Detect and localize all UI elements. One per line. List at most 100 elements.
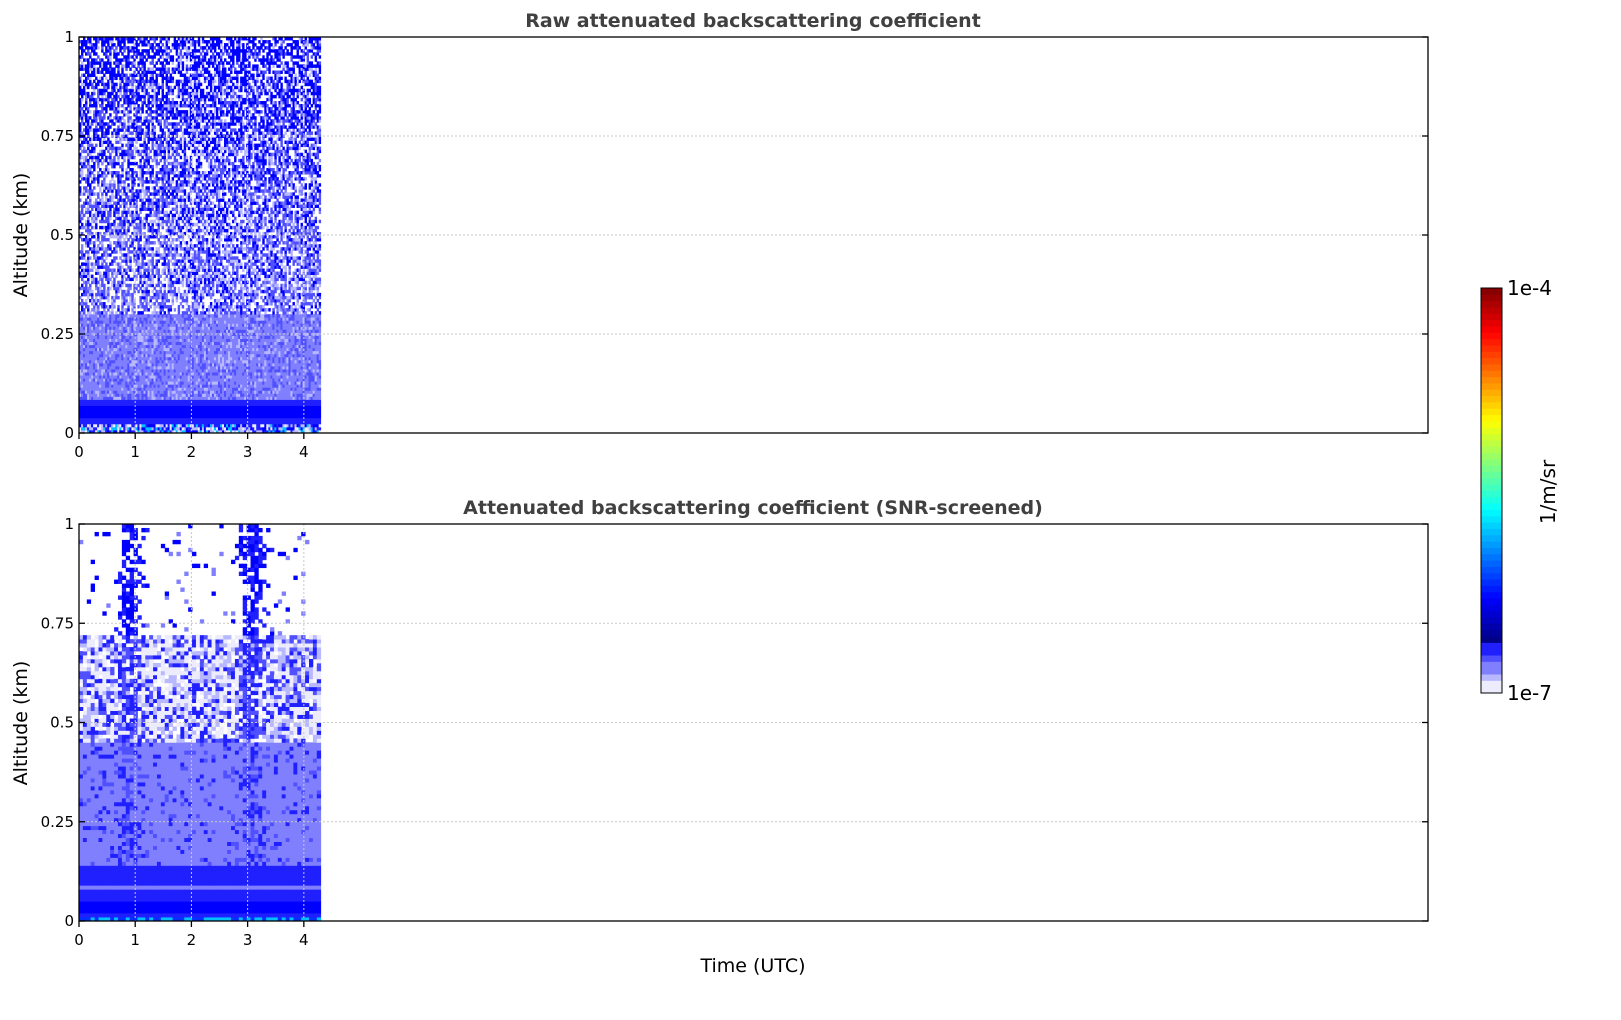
heatmap-cell [133, 338, 136, 343]
heatmap-cell [81, 341, 84, 346]
heatmap-cell [127, 161, 130, 166]
heatmap-cell [123, 113, 126, 117]
heatmap-cell [129, 268, 132, 272]
heatmap-cell [95, 320, 98, 324]
heatmap-cell [141, 375, 144, 379]
heatmap-cell [87, 259, 90, 263]
heatmap-cell [159, 314, 162, 318]
heatmap-cell [135, 228, 138, 233]
heatmap-cell [111, 320, 114, 324]
heatmap-cell [147, 137, 150, 141]
heatmap-cell [89, 241, 92, 245]
heatmap-cell [147, 314, 150, 318]
heatmap-cell [139, 268, 142, 272]
heatmap-cell [143, 393, 146, 397]
heatmap-cell [127, 369, 130, 373]
heatmap-cell [139, 329, 142, 333]
heatmap-cell [119, 314, 122, 318]
heatmap-cell [137, 359, 140, 364]
heatmap-cell [157, 344, 160, 349]
heatmap-cell [87, 423, 90, 428]
heatmap-cell [131, 375, 134, 379]
heatmap-cell [159, 216, 162, 221]
heatmap-cell [97, 70, 100, 74]
heatmap-cell [93, 146, 96, 151]
heatmap-cell [91, 171, 94, 175]
heatmap-cell [83, 164, 86, 169]
heatmap-cell [87, 177, 90, 181]
heatmap-cell [151, 323, 154, 327]
heatmap-cell [91, 85, 94, 90]
heatmap-cell [159, 365, 162, 370]
heatmap-cell [87, 128, 90, 132]
heatmap-cell [145, 244, 148, 248]
heatmap-cell [105, 344, 108, 349]
heatmap-cell [151, 387, 154, 391]
heatmap-cell [131, 189, 134, 193]
heatmap-cell [131, 384, 134, 388]
heatmap-cell [133, 128, 136, 132]
heatmap-cell [131, 350, 134, 355]
heatmap-cell [111, 100, 114, 105]
heatmap-cell [161, 91, 164, 96]
heatmap-cell [169, 137, 173, 141]
heatmap-cell [155, 79, 158, 84]
heatmap-cell [151, 414, 154, 419]
heatmap-cell [125, 317, 128, 321]
heatmap-cell [121, 241, 124, 245]
heatmap-cell [157, 253, 160, 257]
heatmap-cell [97, 256, 100, 260]
heatmap-cell [179, 253, 183, 257]
heatmap-cell [171, 241, 175, 245]
heatmap-cell [103, 289, 106, 294]
heatmap-cell [79, 326, 82, 330]
heatmap-cell [127, 183, 130, 187]
heatmap-cell [141, 177, 144, 181]
heatmap-cell [157, 201, 160, 205]
heatmap-cell [137, 183, 140, 187]
heatmap-cell [117, 37, 120, 41]
heatmap-cell [147, 423, 150, 428]
heatmap-cell [127, 104, 130, 108]
heatmap-cell [101, 216, 104, 221]
heatmap-cell [83, 149, 86, 154]
heatmap-cell [139, 231, 142, 236]
heatmap-cell [85, 116, 88, 120]
heatmap-cell [89, 238, 92, 242]
heatmap-cell [87, 158, 90, 163]
heatmap-cell [81, 329, 84, 333]
heatmap-cell [147, 100, 150, 105]
heatmap-cell [85, 158, 88, 163]
heatmap-cell [111, 91, 114, 96]
heatmap-cell [133, 49, 136, 53]
heatmap-cell [143, 356, 146, 361]
heatmap-cell [81, 405, 84, 410]
heatmap-cell [143, 280, 146, 285]
heatmap-cell [91, 426, 94, 431]
heatmap-cell [115, 393, 118, 397]
heatmap-cell [119, 58, 122, 62]
heatmap-cell [115, 420, 118, 425]
heatmap-cell [147, 247, 150, 251]
heatmap-cell [95, 85, 98, 90]
heatmap-cell [149, 164, 152, 169]
heatmap-cell [83, 314, 86, 318]
heatmap-cell [113, 426, 116, 431]
heatmap-cell [123, 158, 126, 163]
heatmap-cell [99, 207, 102, 212]
heatmap-cell [167, 369, 171, 373]
heatmap-cell [125, 378, 128, 382]
heatmap-cell [157, 46, 160, 50]
heatmap-cell [127, 378, 130, 382]
heatmap-cell [165, 399, 169, 403]
heatmap-cell [101, 91, 104, 96]
heatmap-cell [147, 399, 150, 403]
heatmap-cell [87, 399, 90, 403]
heatmap-cell [157, 277, 160, 282]
heatmap-cell [127, 238, 130, 242]
heatmap-cell [131, 222, 134, 227]
heatmap-cell [167, 387, 171, 391]
heatmap-cell [97, 40, 100, 44]
heatmap-cell [123, 228, 126, 233]
heatmap-cell [101, 97, 104, 102]
